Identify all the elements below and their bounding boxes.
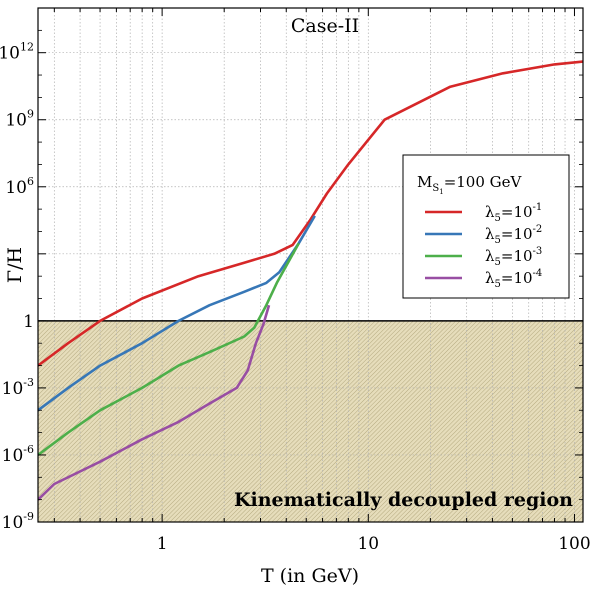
tick-marks — [38, 8, 583, 523]
legend-label-4: λ5=10-4 — [485, 268, 542, 290]
y-tick-label: 106 — [5, 175, 34, 198]
y-tick-label: 1 — [23, 312, 34, 332]
x-tick-label: 1 — [157, 534, 168, 554]
series-line-1 — [38, 60, 583, 367]
legend-items: λ5=10-1λ5=10-2λ5=10-3λ5=10-4 — [425, 202, 542, 290]
legend-label-3: λ5=10-3 — [485, 246, 542, 268]
x-tick-label: 10 — [357, 534, 379, 554]
y-tick-label: 10-6 — [2, 443, 34, 466]
series-group — [38, 60, 583, 501]
x-tick-labels: 1 10 100 — [157, 534, 590, 554]
x-tick-label: 100 — [558, 534, 590, 554]
series-line-3 — [38, 242, 300, 457]
legend-label-1: λ5=10-1 — [485, 202, 542, 224]
plot-frame — [37, 7, 584, 523]
legend-label-2: λ5=10-2 — [485, 224, 542, 246]
y-axis-label: Γ/H — [4, 247, 26, 283]
series-line-2 — [38, 215, 316, 412]
chart-title: Case-II — [291, 15, 359, 37]
legend-title: MS1=100 GeV — [417, 173, 523, 196]
y-tick-label: 1012 — [0, 41, 34, 64]
region-label: Kinematically decoupled region — [234, 489, 573, 511]
y-tick-labels: 10-9 10-6 10-3 1 106 109 1012 — [0, 41, 34, 533]
y-tick-label: 10-9 — [2, 510, 34, 533]
y-tick-label: 109 — [5, 108, 34, 131]
x-axis-label: T (in GeV) — [261, 565, 359, 587]
legend: MS1=100 GeV λ5=10-1λ5=10-2λ5=10-3λ5=10-4 — [402, 154, 570, 299]
y-tick-label: 10-3 — [2, 376, 34, 399]
series-line-4 — [38, 304, 271, 501]
legend-box — [402, 154, 570, 299]
